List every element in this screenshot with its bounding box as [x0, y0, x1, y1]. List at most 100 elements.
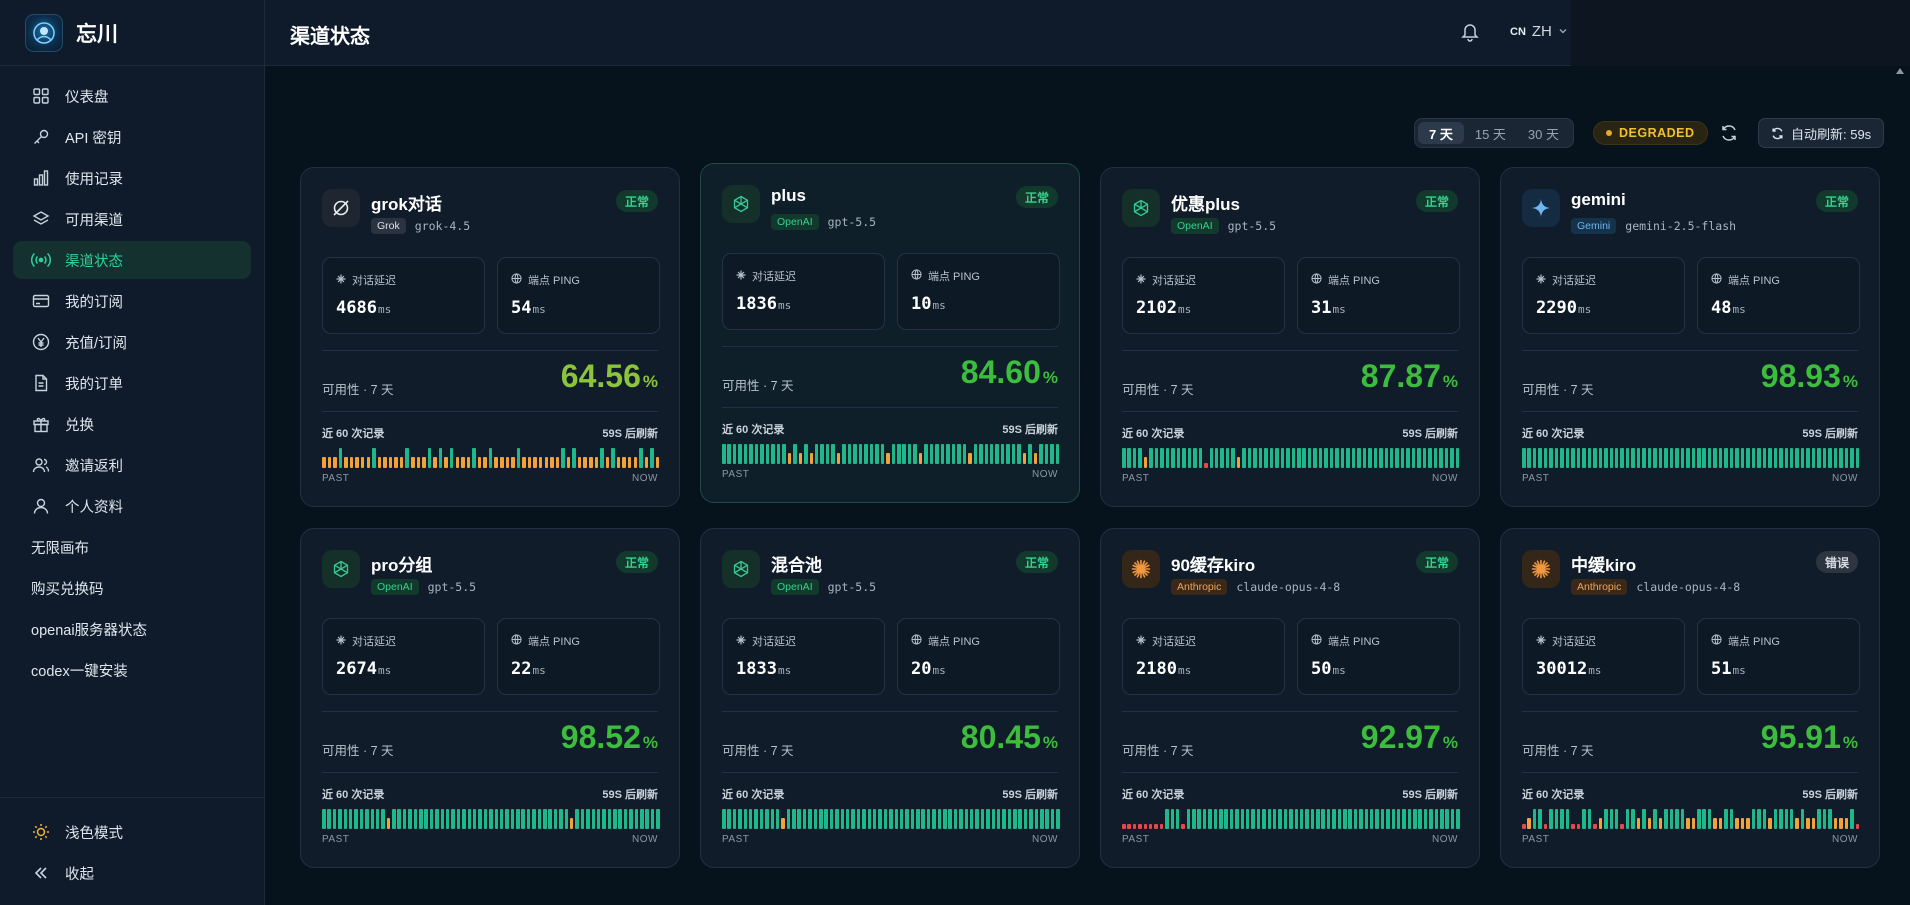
sidebar-item-4[interactable]: 渠道状态 — [13, 241, 251, 279]
history-bar — [388, 457, 393, 468]
sidebar-item-10[interactable]: 个人资料 — [13, 487, 251, 525]
channel-card[interactable]: plus OpenAI gpt-5.5 正常 对话延迟 1836ms 端点 PING 10ms… — [700, 163, 1080, 503]
history-bar — [607, 809, 612, 829]
channel-card[interactable]: pro分组 OpenAI gpt-5.5 正常 对话延迟 2674ms 端点 PING 22m… — [300, 528, 680, 868]
history-bar — [1576, 824, 1581, 829]
bell-icon[interactable] — [1461, 22, 1479, 47]
scroll-up-arrow[interactable] — [1896, 64, 1904, 74]
past-label: PAST — [722, 469, 750, 480]
language-select[interactable]: CN ZH — [1510, 23, 1568, 40]
sidebar-link-0[interactable]: 无限画布 — [13, 528, 251, 566]
history-bar — [455, 457, 459, 468]
range-tab-1[interactable]: 15 天 — [1474, 126, 1506, 142]
sidebar-item-1[interactable]: API 密钥 — [13, 118, 251, 156]
history-bar — [1658, 818, 1663, 829]
history-bar — [845, 809, 850, 829]
history-bar — [456, 809, 461, 829]
history-bar — [650, 448, 654, 468]
history-bar — [1691, 448, 1696, 468]
history-bar — [840, 809, 845, 829]
history-bar — [1713, 448, 1717, 468]
latency-value: 2180 — [1136, 659, 1177, 679]
history-bar — [1833, 818, 1838, 829]
theme-toggle[interactable]: 浅色模式 — [13, 813, 252, 851]
refresh-button[interactable] — [1716, 120, 1742, 146]
channel-name: plus — [771, 186, 806, 205]
history-bar — [1318, 448, 1323, 468]
history-bar — [1313, 448, 1317, 468]
history-bar — [880, 444, 885, 464]
history-bar — [618, 809, 622, 829]
sidebar-item-0[interactable]: 仪表盘 — [13, 77, 251, 115]
range-tab-0[interactable]: 7 天 — [1418, 122, 1464, 144]
channel-card[interactable]: 90缓存kiro Anthropic claude-opus-4-8 正常 对话延迟 21… — [1100, 528, 1480, 868]
ping-value-row: 31ms — [1311, 298, 1346, 318]
channel-card[interactable]: gemini Gemini gemini-2.5-flash 正常 对话延迟 2290ms… — [1500, 167, 1880, 507]
history-bar — [322, 457, 326, 468]
sidebar-item-5[interactable]: 我的订阅 — [13, 282, 251, 320]
vendor-tag: Grok — [371, 218, 406, 234]
history-bar — [419, 809, 423, 829]
history-bar — [451, 809, 455, 829]
history-bar — [899, 809, 904, 829]
sparkle-icon — [1136, 274, 1146, 287]
sparkle-icon — [1536, 635, 1546, 648]
latency-value: 1833 — [736, 659, 777, 679]
history-bar — [1789, 448, 1794, 468]
history-bar — [1346, 448, 1350, 468]
sidebar-item-label: 我的订单 — [65, 376, 123, 393]
sidebar-link-3[interactable]: codex一键安装 — [13, 651, 251, 689]
history-bar — [1571, 448, 1575, 468]
brand[interactable]: 忘川 — [0, 0, 264, 66]
model-name: grok-4.5 — [414, 219, 471, 233]
sidebar-item-7[interactable]: 我的订单 — [13, 364, 251, 402]
sidebar-item-2[interactable]: 使用记录 — [13, 159, 251, 197]
globe-icon — [911, 269, 922, 283]
history-bar — [989, 444, 994, 464]
signal-icon — [31, 250, 51, 270]
sidebar-item-6[interactable]: 充值/订阅 — [13, 323, 251, 361]
history-bar — [1006, 444, 1010, 464]
auto-refresh-button[interactable]: 自动刷新: 59s — [1758, 118, 1885, 148]
history-bar — [322, 809, 326, 829]
range-tab-2[interactable]: 30 天 — [1527, 126, 1559, 142]
history-bar — [1620, 448, 1624, 468]
sidebar-item-8[interactable]: 兑换 — [13, 405, 251, 443]
history-bar — [921, 809, 925, 829]
history-bar — [472, 809, 477, 829]
availability-label: 可用性 · 7 天 — [322, 383, 394, 397]
history-bar — [1850, 448, 1854, 468]
history-bar — [1278, 809, 1282, 829]
history-bar — [1262, 809, 1266, 829]
ping-label: 端点 PING — [928, 636, 980, 648]
sidebar-link-1[interactable]: 购买兑换码 — [13, 569, 251, 607]
history-bar — [1707, 809, 1712, 829]
channel-card[interactable]: 混合池 OpenAI gpt-5.5 正常 对话延迟 1833ms 端点 PING 20ms 可… — [700, 528, 1080, 868]
records-label: 近 60 次记录 — [322, 789, 385, 801]
collapse-button[interactable]: 收起 — [13, 854, 252, 892]
history-bar — [894, 809, 898, 829]
history-bar — [1604, 448, 1608, 468]
history-bar — [727, 444, 731, 464]
sidebar-item-9[interactable]: 邀请返利 — [13, 446, 251, 484]
sidebar-item-3[interactable]: 可用渠道 — [13, 200, 251, 238]
sidebar-link-2[interactable]: openai服务器状态 — [13, 610, 251, 648]
latency-value: 2102 — [1136, 298, 1177, 318]
past-label: PAST — [1522, 834, 1550, 845]
history-bar — [1122, 448, 1126, 468]
history-bar — [489, 809, 493, 829]
history-bar — [1220, 448, 1224, 468]
channel-card[interactable]: 中缓kiro Anthropic claude-opus-4-8 错误 对话延迟 3001… — [1500, 528, 1880, 868]
history-bar — [422, 457, 426, 468]
history-bar — [392, 809, 396, 829]
history-bar — [1332, 809, 1336, 829]
channel-card[interactable]: grok对话 Grok grok-4.5 正常 对话延迟 4686ms 端点 PING 54m… — [300, 167, 680, 507]
channel-tags: OpenAI gpt-5.5 — [771, 579, 876, 595]
sidebar-item-label: 充值/订阅 — [65, 335, 128, 352]
history-bar — [1002, 809, 1006, 829]
channel-card[interactable]: 优惠plus OpenAI gpt-5.5 正常 对话延迟 2102ms 端点 PING 31… — [1100, 167, 1480, 507]
history-bar — [544, 457, 548, 468]
anthropic-icon — [1522, 550, 1560, 588]
history-bar — [1609, 809, 1613, 829]
openai-icon — [1122, 189, 1160, 227]
